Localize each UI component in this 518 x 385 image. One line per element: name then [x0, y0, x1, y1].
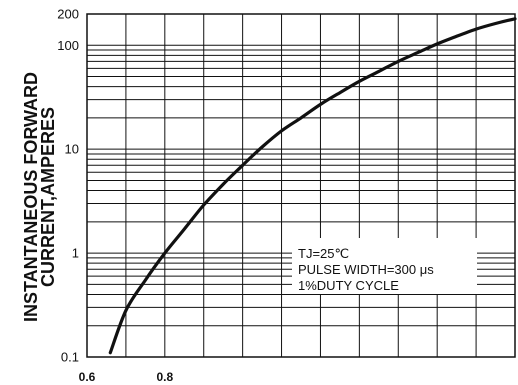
- forward-current-curve: [108, 17, 517, 355]
- x-tick-label: 0.8: [156, 370, 173, 384]
- annotation-duty-cycle: 1%DUTY CYCLE: [298, 278, 399, 293]
- y-axis-label-line-2: CURRENT,AMPERES: [38, 107, 58, 287]
- y-tick-label: 1: [72, 246, 79, 261]
- y-axis-title: INSTANTANEOUS FORWARD CURRENT,AMPERES: [21, 72, 58, 322]
- y-tick-label: 100: [57, 38, 79, 53]
- grid: [86, 13, 516, 358]
- annotation-background: [292, 238, 477, 294]
- y-axis-label-line-1: INSTANTANEOUS FORWARD: [21, 72, 41, 322]
- annotation-pulse-width: PULSE WIDTH=300 μs: [298, 262, 434, 277]
- series-layer: [108, 17, 517, 355]
- tick-labels: 200 100 10 1 0.10.6 0.8: [57, 7, 173, 385]
- y-tick-label: 0.1: [61, 350, 79, 365]
- y-tick-label: 200: [57, 7, 79, 22]
- y-tick-label: 10: [65, 142, 79, 157]
- annotation-junction-temp: TJ=25℃: [298, 246, 349, 261]
- annotation-box: TJ=25℃ PULSE WIDTH=300 μs 1%DUTY CYCLE: [292, 238, 477, 294]
- plot-frame: [86, 13, 516, 358]
- x-tick-label: 0.6: [79, 370, 96, 384]
- plot-border: [86, 13, 516, 358]
